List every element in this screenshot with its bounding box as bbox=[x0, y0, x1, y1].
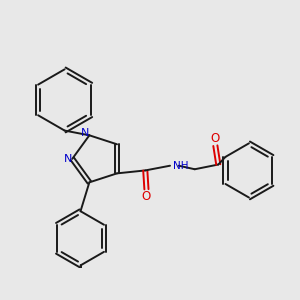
Text: O: O bbox=[211, 132, 220, 145]
Text: N: N bbox=[80, 128, 89, 138]
Text: O: O bbox=[142, 190, 151, 203]
Text: NH: NH bbox=[173, 161, 188, 171]
Text: N: N bbox=[64, 154, 72, 164]
